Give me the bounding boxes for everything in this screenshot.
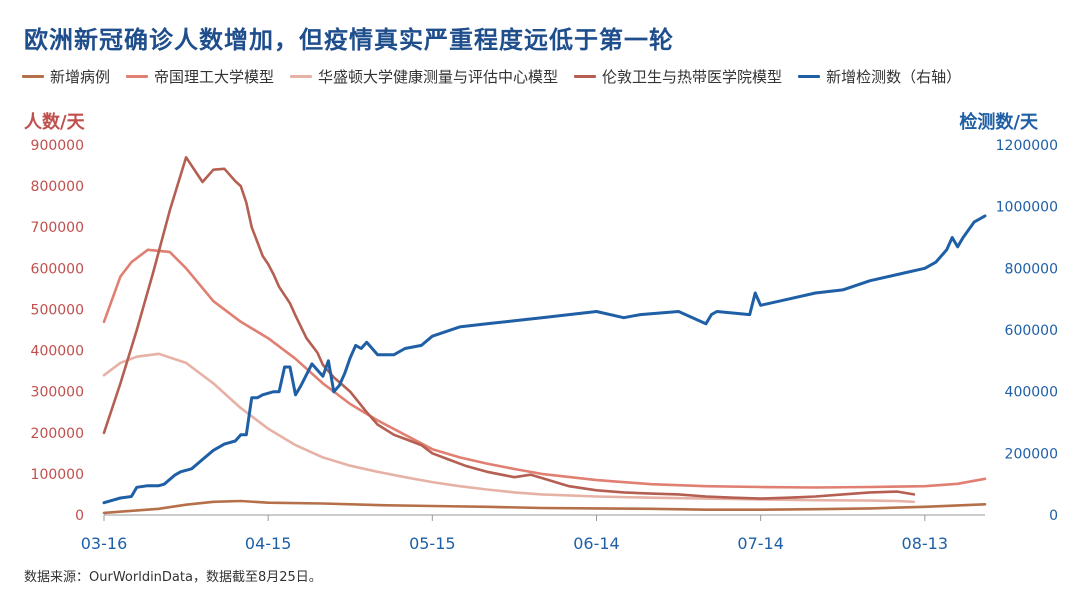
- legend-swatch-imperial: [126, 75, 149, 78]
- legend-swatch-lshtm: [574, 75, 597, 78]
- chart-title: 欧洲新冠确诊人数增加，但疫情真实严重程度远低于第一轮: [24, 26, 674, 54]
- right-axis-label: 检测数/天: [959, 112, 1038, 133]
- legend-label-ihme: 华盛顿大学健康测量与评估中心模型: [318, 68, 559, 86]
- legend-item-ihme[interactable]: 华盛顿大学健康测量与评估中心模型: [290, 66, 558, 87]
- legend: 新增病例 帝国理工大学模型 华盛顿大学健康测量与评估中心模型 伦敦卫生与热带医学…: [22, 66, 961, 87]
- series-line-new-tests: [102, 214, 987, 505]
- legend-item-cases[interactable]: 新增病例: [22, 66, 110, 87]
- series-line-new-cases: [102, 499, 987, 515]
- legend-label-imperial: 帝国理工大学模型: [154, 68, 275, 86]
- legend-label-cases: 新增病例: [50, 68, 111, 86]
- legend-label-lshtm: 伦敦卫生与热带医学院模型: [602, 68, 783, 86]
- right-tick-label: 1200000: [996, 138, 1058, 154]
- left-tick-label: 200000: [31, 426, 84, 442]
- left-tick-label: 500000: [31, 302, 84, 318]
- legend-item-imperial[interactable]: 帝国理工大学模型: [126, 66, 274, 87]
- legend-label-tests: 新增检测数（右轴）: [826, 68, 962, 86]
- x-tick-label: 05-15: [409, 534, 456, 553]
- right-tick-label: 0: [1049, 508, 1058, 524]
- legend-item-lshtm[interactable]: 伦敦卫生与热带医学院模型: [574, 66, 782, 87]
- source-note: 数据来源：OurWorldinData，数据截至8月25日。: [24, 570, 322, 585]
- x-tick-label: 07-14: [737, 534, 784, 553]
- series-line-ihme-model: [102, 352, 916, 504]
- right-tick-label: 400000: [1005, 385, 1058, 401]
- left-tick-label: 400000: [31, 344, 84, 360]
- legend-item-tests[interactable]: 新增检测数（右轴）: [798, 66, 961, 87]
- x-tick-label: 03-16: [81, 534, 128, 553]
- left-tick-label: 900000: [31, 138, 84, 154]
- x-tick-label: 08-13: [902, 534, 949, 553]
- x-tick-label: 06-14: [573, 534, 620, 553]
- right-tick-label: 600000: [1005, 323, 1058, 339]
- series-line-imperial-model: [102, 248, 987, 489]
- left-tick-label: 700000: [31, 220, 84, 236]
- left-tick-label: 800000: [31, 179, 84, 195]
- left-axis-label: 人数/天: [24, 112, 85, 133]
- x-tick-label: 04-15: [245, 534, 292, 553]
- right-tick-label: 200000: [1005, 446, 1058, 462]
- left-tick-label: 600000: [31, 261, 84, 277]
- legend-swatch-ihme: [290, 75, 313, 78]
- right-tick-label: 1000000: [996, 200, 1058, 216]
- left-tick-label: 100000: [31, 467, 84, 483]
- legend-swatch-tests: [798, 75, 821, 78]
- right-tick-label: 800000: [1005, 261, 1058, 277]
- series-line-lshtm-model: [102, 156, 916, 500]
- legend-swatch-cases: [22, 75, 44, 78]
- left-tick-label: 300000: [31, 385, 84, 401]
- left-tick-label: 0: [75, 508, 84, 524]
